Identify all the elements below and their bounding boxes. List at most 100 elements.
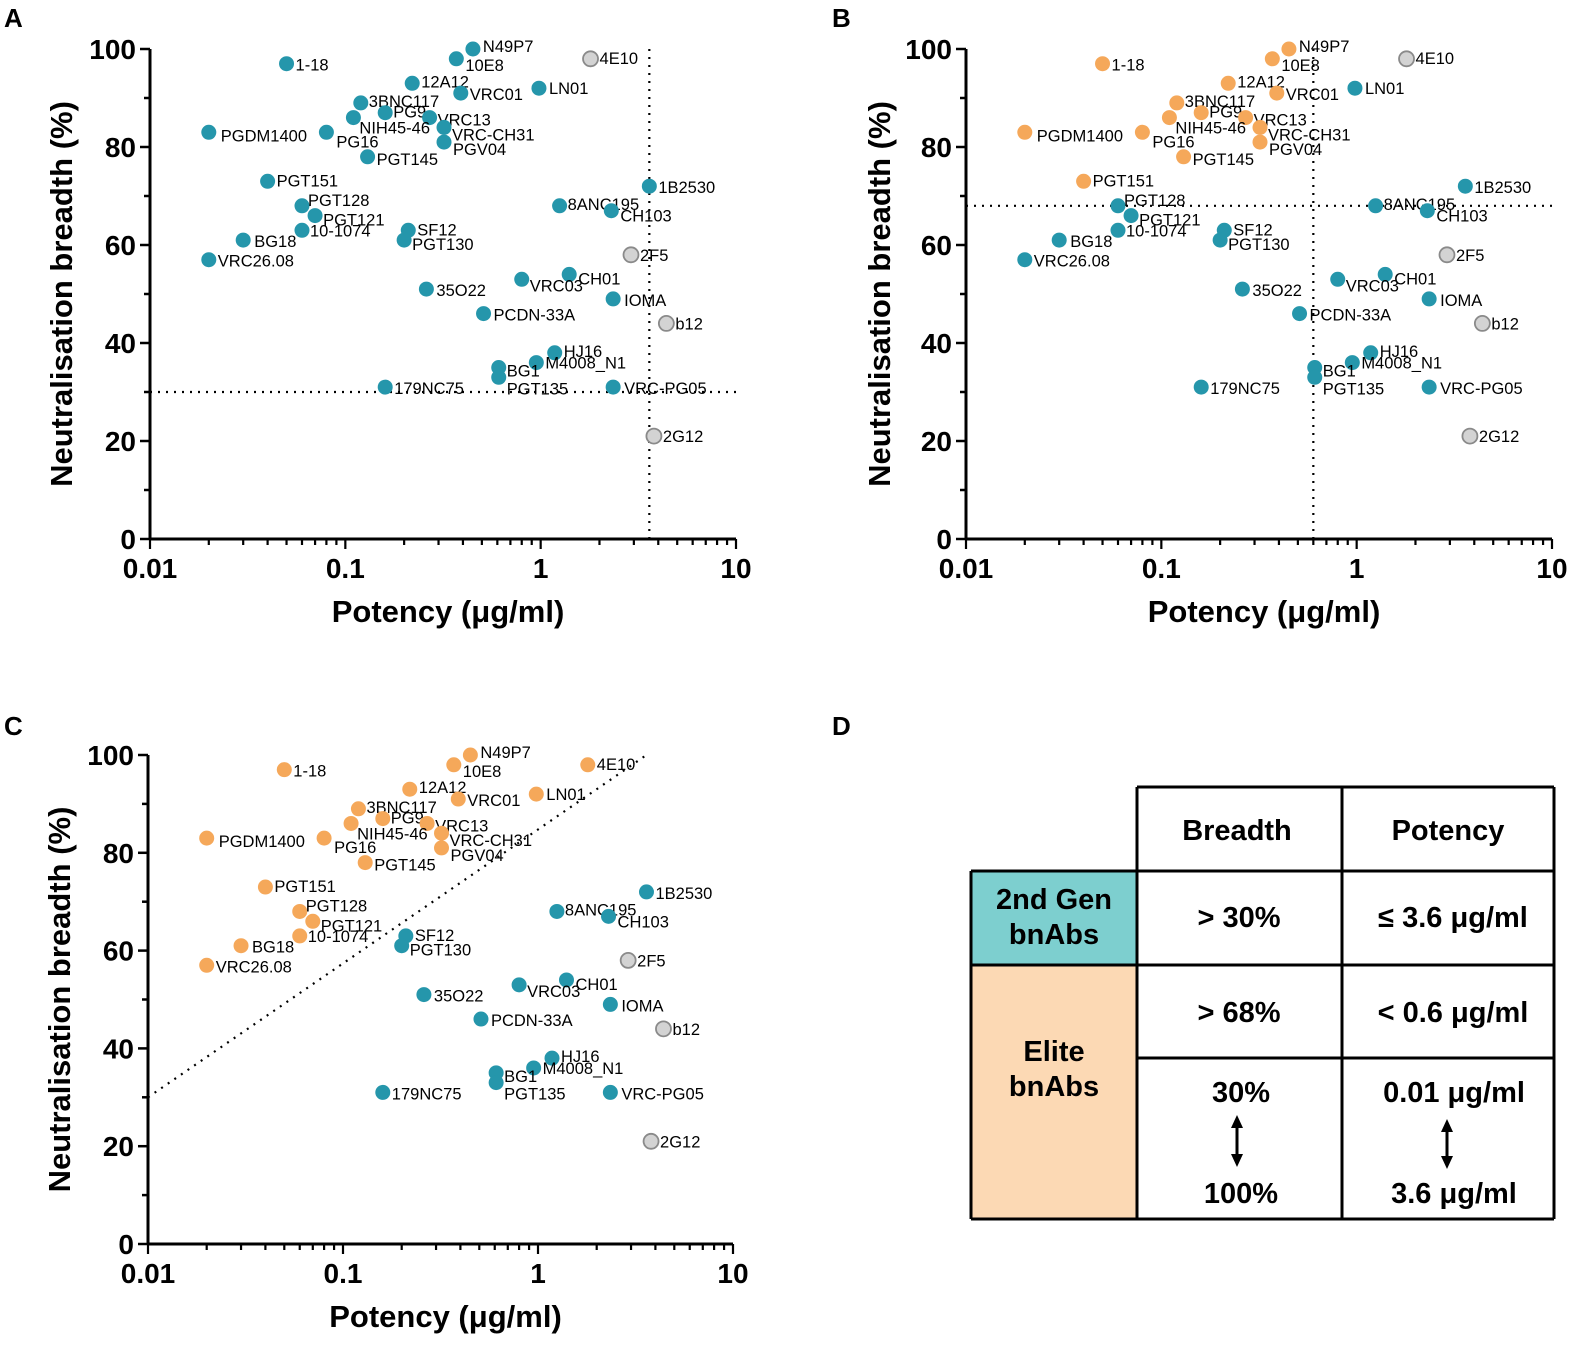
panel-a-scatter: A 0 20 40 60 80 100 0.01 0.1 1 10 Potency (μg/ml) Ne… xyxy=(4,3,752,629)
data-point xyxy=(1461,427,1479,445)
data-label: PGT135 xyxy=(507,380,568,398)
data-label: PG16 xyxy=(336,133,378,151)
panel-d-table: D Breadth Potency 2nd Gen bnAbs Elite bn… xyxy=(832,711,1556,1221)
data-point xyxy=(549,903,565,919)
data-label: HJ16 xyxy=(1380,343,1419,361)
data-point xyxy=(394,938,410,954)
data-label: BG1 xyxy=(504,1068,537,1086)
data-label: PGT151 xyxy=(1093,172,1154,190)
data-label: IOMA xyxy=(1440,292,1482,310)
data-label: 8ANC195 xyxy=(565,901,637,919)
x-tick-label: 0.1 xyxy=(324,1258,363,1289)
data-label: b12 xyxy=(675,315,703,333)
data-label: NIH45-46 xyxy=(359,120,430,138)
data-label: 10-1074 xyxy=(310,222,371,240)
x-tick-label: 1 xyxy=(1349,553,1365,584)
data-label: N49P7 xyxy=(483,38,533,56)
panel-b-scatter: B 0 20 40 60 80 100 0.01 0.1 1 10 Potency (μg/ml) Ne… xyxy=(832,3,1568,629)
y-axis-title: Neutralisation breadth (%) xyxy=(44,101,79,487)
data-point xyxy=(434,840,450,856)
data-label: 35O22 xyxy=(434,988,484,1006)
y-tick-label: 0 xyxy=(118,1229,134,1260)
data-point xyxy=(446,757,462,773)
x-tick-label: 10 xyxy=(1536,553,1567,584)
y-tick-label: 100 xyxy=(905,34,952,65)
table-grid xyxy=(969,785,1556,1221)
data-label: VRC-CH31 xyxy=(450,832,533,850)
data-point xyxy=(465,41,481,57)
data-label: PGT121 xyxy=(1139,212,1200,230)
data-point xyxy=(1123,208,1139,224)
x-tick-label: 10 xyxy=(720,553,751,584)
data-point xyxy=(436,134,452,150)
second-gen-breadth: > 30% xyxy=(1197,902,1280,934)
data-point xyxy=(422,110,438,126)
data-label: SF12 xyxy=(417,221,456,239)
y-tick-label: 80 xyxy=(105,132,136,163)
x-tick-label: 10 xyxy=(717,1258,748,1289)
data-point xyxy=(1292,306,1308,322)
data-point xyxy=(645,427,663,445)
data-point xyxy=(1193,379,1209,395)
data-label: VRC-CH31 xyxy=(1268,126,1351,144)
data-label: PGDM1400 xyxy=(221,127,307,145)
data-point xyxy=(1220,75,1236,91)
data-label: 1B2530 xyxy=(1474,179,1531,197)
x-tick-label: 0.01 xyxy=(939,553,994,584)
panel-c-scatter: C 0 20 40 60 80 100 0.01 0.1 1 10 Potency (μg/ml) Ne… xyxy=(4,711,749,1334)
x-axis-title: Potency (μg/ml) xyxy=(1148,594,1381,629)
data-point xyxy=(1134,124,1150,140)
y-tick-label: 80 xyxy=(921,132,952,163)
data-point xyxy=(657,314,675,332)
data-point xyxy=(1252,119,1268,135)
data-point xyxy=(1169,95,1185,111)
data-label: 10E8 xyxy=(1281,57,1320,75)
data-point xyxy=(343,815,359,831)
data-label: BG1 xyxy=(1323,363,1356,381)
data-label: 1-18 xyxy=(1112,57,1145,75)
data-point xyxy=(292,903,308,919)
data-label: M4008_N1 xyxy=(545,355,626,373)
data-label: 1-18 xyxy=(293,763,326,781)
data-point xyxy=(602,1084,618,1100)
data-point xyxy=(488,1075,504,1091)
data-label: PGV04 xyxy=(453,141,506,159)
data-label: CH103 xyxy=(1436,208,1487,226)
data-label: CH01 xyxy=(578,270,620,288)
data-point xyxy=(642,1132,660,1150)
data-label: VRC01 xyxy=(1286,86,1339,104)
data-point xyxy=(199,957,215,973)
data-point xyxy=(375,811,391,827)
data-label: 35O22 xyxy=(1252,282,1302,300)
data-point xyxy=(434,825,450,841)
data-label: PGT145 xyxy=(377,151,438,169)
y-tick-label: 100 xyxy=(89,34,136,65)
x-tick-label: 0.1 xyxy=(1142,553,1181,584)
panel-letter-b: B xyxy=(832,3,851,33)
data-label: 1B2530 xyxy=(658,179,715,197)
data-point xyxy=(1076,173,1092,189)
data-point xyxy=(1051,232,1067,248)
y-tick-label: 0 xyxy=(120,524,136,555)
data-point xyxy=(602,996,618,1012)
data-point xyxy=(419,815,435,831)
y-tick-label: 60 xyxy=(105,230,136,261)
data-label: PGT121 xyxy=(323,212,384,230)
data-label: PGT130 xyxy=(412,236,473,254)
y-tick-label: 100 xyxy=(87,740,134,771)
data-label: 35O22 xyxy=(436,282,486,300)
data-label: 179NC75 xyxy=(394,380,464,398)
data-point xyxy=(404,75,420,91)
panel-letter-c: C xyxy=(4,711,23,741)
data-label: CH103 xyxy=(620,208,671,226)
elite-breadth: > 68% xyxy=(1197,997,1280,1029)
data-label: PGT151 xyxy=(274,878,335,896)
data-label: VRC-PG05 xyxy=(624,380,707,398)
data-point xyxy=(1368,198,1384,214)
data-label: HJ16 xyxy=(564,343,603,361)
data-label: PGT145 xyxy=(1193,151,1254,169)
data-label: N49P7 xyxy=(1299,38,1349,56)
data-point xyxy=(201,252,217,268)
data-label: PGT130 xyxy=(1228,236,1289,254)
data-label: 2G12 xyxy=(663,428,703,446)
